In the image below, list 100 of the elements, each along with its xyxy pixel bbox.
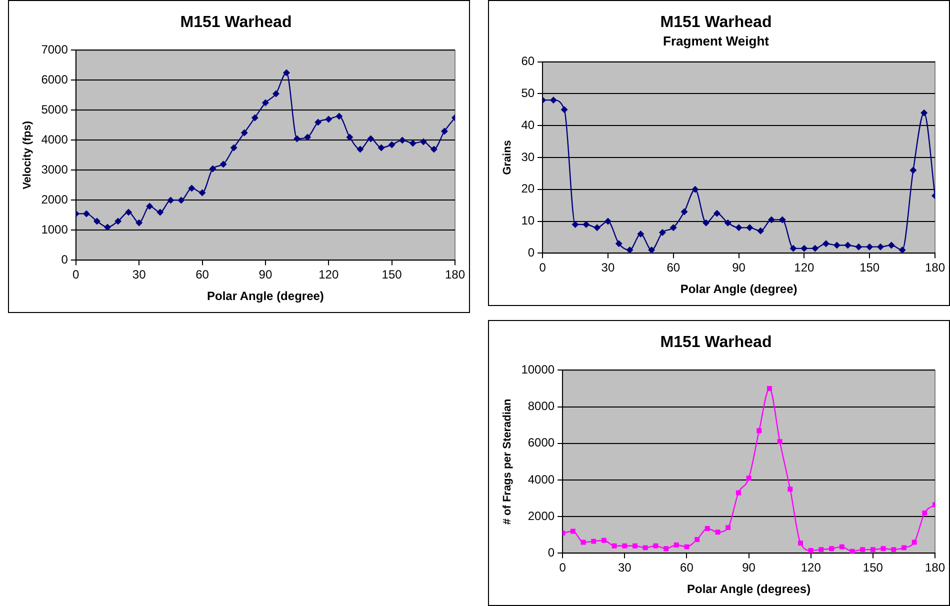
point	[844, 242, 852, 249]
point	[746, 224, 754, 232]
point	[167, 196, 174, 204]
y-tick-label: 6000	[41, 72, 68, 87]
y-tick-label: 7000	[41, 42, 68, 57]
point	[82, 210, 90, 218]
point	[694, 537, 700, 542]
point	[704, 526, 710, 531]
point	[622, 543, 628, 548]
x-tick-label: 120	[800, 560, 822, 575]
point	[713, 210, 720, 217]
point	[839, 544, 844, 550]
point	[240, 129, 248, 136]
point	[768, 216, 775, 224]
y-tick-label: 30	[521, 150, 535, 164]
point	[632, 543, 638, 548]
point	[860, 547, 866, 552]
x-tick-label: 30	[618, 560, 632, 575]
point	[346, 134, 354, 141]
point	[156, 208, 164, 216]
point	[314, 118, 322, 126]
y-tick-label: 3000	[41, 162, 68, 177]
point	[910, 166, 917, 174]
point	[922, 510, 928, 516]
point	[594, 224, 601, 232]
point	[114, 218, 122, 225]
point	[615, 240, 622, 248]
y-tick-label: 2000	[41, 192, 68, 207]
point	[855, 243, 862, 250]
y-tick-label: 10000	[521, 362, 555, 377]
point	[777, 439, 782, 444]
y-tick-label: 50	[521, 86, 535, 100]
point	[653, 543, 658, 548]
point	[684, 544, 690, 550]
point	[388, 141, 396, 148]
point	[901, 545, 906, 550]
point	[757, 227, 764, 234]
point	[626, 246, 634, 254]
point	[283, 69, 290, 76]
point	[726, 525, 731, 530]
point	[898, 246, 906, 254]
y-tick-label: 20	[521, 182, 535, 196]
x-tick-label: 150	[862, 560, 884, 575]
x-tick-label: 120	[318, 268, 339, 282]
point	[880, 546, 886, 552]
point	[702, 219, 710, 226]
point	[367, 135, 374, 142]
point	[746, 476, 752, 481]
y-tick-label: 0	[528, 246, 535, 260]
point	[637, 230, 644, 238]
y-tick-label: 1000	[41, 222, 68, 237]
point	[648, 246, 656, 254]
point	[724, 219, 732, 226]
point	[778, 216, 786, 224]
point	[812, 244, 819, 252]
point	[560, 106, 568, 114]
point	[612, 543, 617, 548]
point	[580, 540, 586, 545]
point	[808, 548, 814, 553]
point	[125, 208, 132, 216]
point	[209, 165, 216, 172]
point	[670, 224, 677, 232]
point	[136, 219, 143, 226]
point	[398, 136, 406, 144]
point	[570, 528, 576, 534]
point	[591, 538, 596, 544]
point	[822, 240, 830, 248]
x-tick-label: 90	[742, 560, 756, 575]
x-tick-label: 120	[794, 260, 815, 275]
point	[756, 428, 762, 434]
point	[440, 128, 448, 135]
point	[420, 138, 427, 146]
y-tick-label: 5000	[41, 102, 68, 117]
x-tick-label: 60	[196, 268, 210, 282]
x-tick-label: 150	[382, 268, 402, 282]
x-tick-label: 90	[258, 268, 272, 282]
x-tick-label: 60	[666, 260, 680, 275]
point	[912, 540, 917, 545]
point	[788, 486, 793, 492]
point	[604, 218, 612, 225]
point	[304, 134, 312, 141]
point	[891, 547, 896, 552]
x-tick-label: 30	[132, 268, 146, 282]
point	[800, 244, 808, 252]
y-tick-label: 40	[521, 118, 535, 132]
y-tick-label: 6000	[528, 436, 555, 450]
point	[251, 114, 258, 122]
point	[798, 540, 803, 546]
y-axis-title: Grains	[502, 140, 514, 175]
point	[870, 547, 876, 552]
point	[818, 547, 824, 552]
point	[93, 218, 100, 225]
point	[178, 196, 185, 204]
point	[272, 90, 280, 98]
x-tick-label: 90	[732, 260, 746, 275]
point	[735, 224, 742, 232]
point	[294, 135, 301, 142]
x-tick-label: 0	[559, 560, 566, 575]
point	[336, 112, 343, 120]
x-tick-label: 180	[924, 560, 946, 575]
